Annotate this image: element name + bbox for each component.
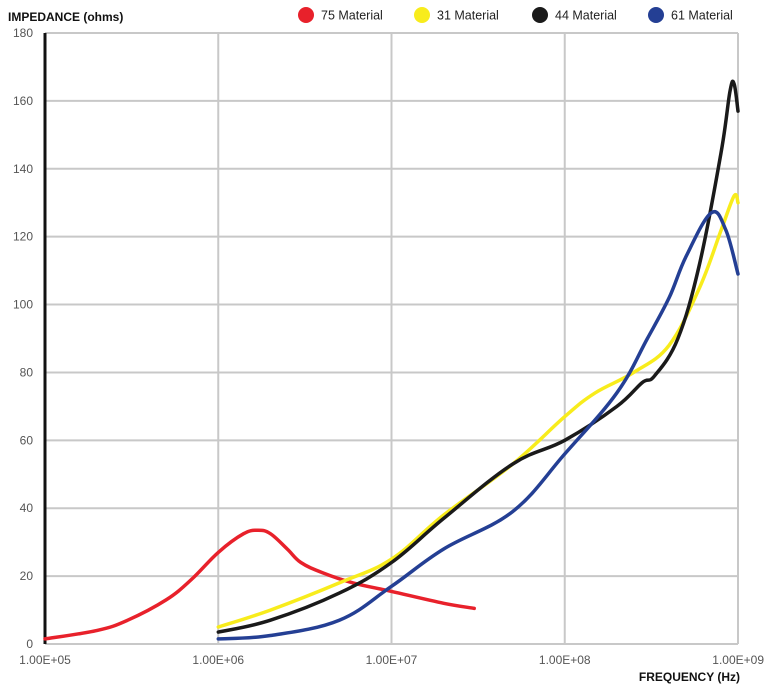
x-tick-label: 1.00E+09 — [712, 653, 764, 667]
legend-swatch-61-material — [648, 7, 664, 23]
legend-swatch-31-material — [414, 7, 430, 23]
y-tick-label: 40 — [20, 501, 34, 515]
grid-lines — [44, 32, 739, 645]
y-tick-label: 100 — [13, 298, 33, 312]
y-tick-label: 140 — [13, 162, 33, 176]
y-tick-label: 120 — [13, 230, 33, 244]
y-tick-label: 80 — [20, 365, 34, 379]
legend-label-75-material: 75 Material — [321, 9, 383, 23]
legend-swatch-44-material — [532, 7, 548, 23]
series-lines — [43, 79, 740, 641]
x-tick-label: 1.00E+06 — [192, 653, 244, 667]
x-axis-title: FREQUENCY (Hz) — [639, 670, 740, 684]
y-tick-label: 0 — [26, 637, 33, 651]
series-line-44-material — [216, 79, 740, 634]
legend-label-61-material: 61 Material — [671, 9, 733, 23]
series-line-31-material — [216, 192, 740, 629]
y-axis-title: IMPEDANCE (ohms) — [8, 10, 123, 24]
series-line-61-material — [216, 210, 740, 641]
legend: 75 Material 31 Material 44 Material 61 Mate… — [298, 7, 733, 23]
y-tick-label: 20 — [20, 569, 34, 583]
legend-label-44-material: 44 Material — [555, 9, 617, 23]
x-tick-label: 1.00E+08 — [539, 653, 591, 667]
y-tick-label: 160 — [13, 94, 33, 108]
y-tick-label: 60 — [20, 433, 34, 447]
tick-labels: 0 20 40 60 80 100 120 140 160 180 1.00E+05 1.00E+06… — [13, 26, 764, 667]
legend-label-31-material: 31 Material — [437, 9, 499, 23]
x-tick-label: 1.00E+07 — [366, 653, 418, 667]
y-tick-label: 180 — [13, 26, 33, 40]
x-tick-label: 1.00E+05 — [19, 653, 71, 667]
legend-swatch-75-material — [298, 7, 314, 23]
series-line-75-material — [43, 528, 476, 641]
